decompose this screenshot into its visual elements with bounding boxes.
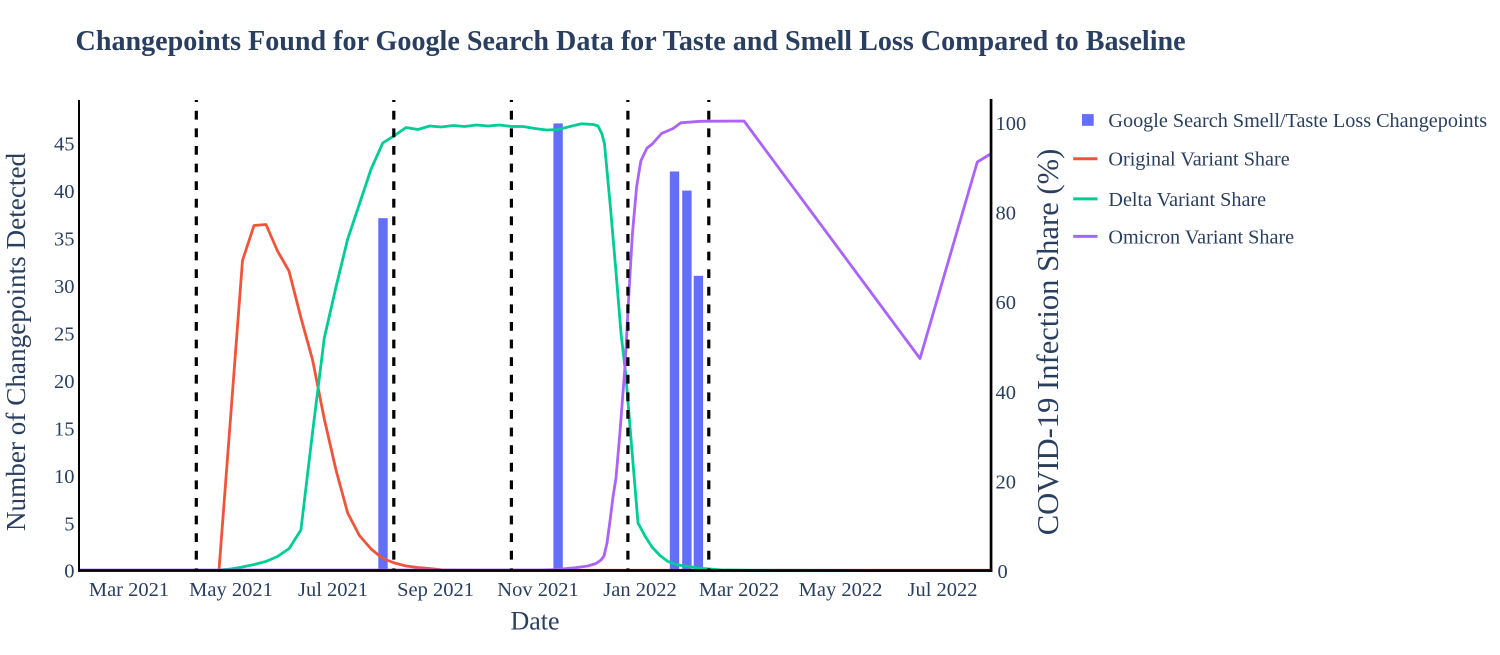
svg-text:10: 10 bbox=[54, 466, 75, 488]
svg-text:80: 80 bbox=[996, 203, 1017, 225]
svg-text:20: 20 bbox=[54, 371, 75, 393]
svg-text:Jul 2022: Jul 2022 bbox=[907, 579, 977, 601]
svg-text:Original Variant Share: Original Variant Share bbox=[1108, 149, 1289, 171]
svg-text:May 2022: May 2022 bbox=[799, 579, 883, 601]
svg-text:Mar 2022: Mar 2022 bbox=[699, 579, 779, 601]
svg-text:40: 40 bbox=[996, 382, 1017, 404]
svg-text:Changepoints Found for Google: Changepoints Found for Google Search Dat… bbox=[76, 26, 1186, 57]
svg-text:0: 0 bbox=[64, 560, 74, 582]
svg-text:Jan 2022: Jan 2022 bbox=[603, 579, 676, 601]
svg-text:Omicron Variant Share: Omicron Variant Share bbox=[1108, 226, 1294, 248]
svg-text:Jul 2021: Jul 2021 bbox=[298, 579, 368, 601]
svg-text:Sep 2021: Sep 2021 bbox=[397, 579, 474, 601]
svg-text:0: 0 bbox=[998, 561, 1008, 583]
svg-text:Google Search Smell/Taste Loss: Google Search Smell/Taste Loss Changepoi… bbox=[1108, 110, 1487, 132]
svg-text:20: 20 bbox=[996, 471, 1017, 493]
svg-text:45: 45 bbox=[54, 134, 75, 156]
svg-text:35: 35 bbox=[54, 229, 75, 251]
svg-text:Nov 2021: Nov 2021 bbox=[497, 579, 578, 601]
svg-text:Mar 2021: Mar 2021 bbox=[89, 579, 169, 601]
svg-text:30: 30 bbox=[54, 276, 75, 298]
svg-text:Number of Changepoints Detecte: Number of Changepoints Detected bbox=[1, 152, 31, 531]
svg-text:60: 60 bbox=[996, 292, 1017, 314]
svg-text:Delta Variant Share: Delta Variant Share bbox=[1108, 189, 1266, 211]
svg-text:15: 15 bbox=[54, 419, 75, 441]
svg-text:100: 100 bbox=[996, 113, 1027, 135]
svg-text:40: 40 bbox=[54, 181, 75, 203]
svg-text:25: 25 bbox=[54, 324, 75, 346]
svg-text:May 2021: May 2021 bbox=[189, 579, 273, 601]
svg-text:Date: Date bbox=[510, 607, 559, 636]
svg-text:COVID-19 Infection Share (%): COVID-19 Infection Share (%) bbox=[1031, 149, 1065, 536]
svg-text:5: 5 bbox=[64, 514, 74, 536]
